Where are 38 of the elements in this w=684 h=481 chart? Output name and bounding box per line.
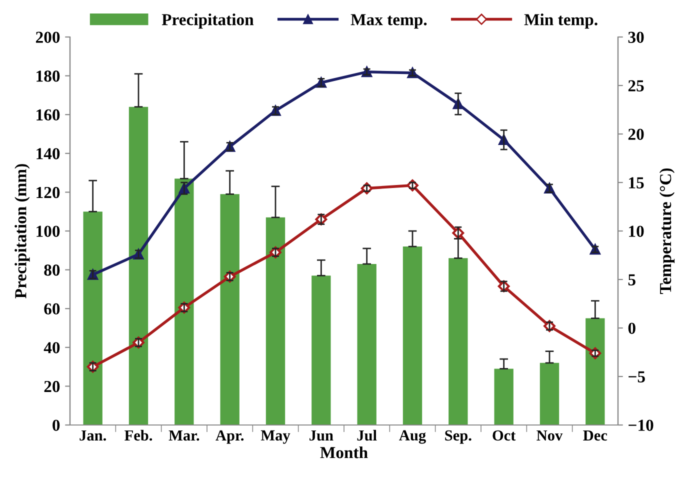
y2-tick-label: 30 (628, 32, 644, 43)
y2-tick-label: 15 (629, 177, 644, 188)
y2-tick-label: −5 (628, 371, 645, 382)
y-tick-label: 40 (44, 342, 60, 354)
y2-tick-label: 25 (628, 80, 644, 92)
x-tick-label: Nov (536, 430, 563, 441)
x-tick-label: Jun (310, 430, 334, 441)
x-tick-label: Mar. (168, 430, 200, 441)
y-tick-label: 80 (44, 264, 60, 276)
y-tick-label: 20 (44, 380, 60, 392)
legend-label: Max temp. (350, 14, 427, 29)
y-tick-label: 120 (36, 186, 60, 198)
y-axis-title: Precipitation (mm) (14, 164, 30, 298)
x-tick-label: Oct (492, 430, 516, 441)
x-tick-label: Jan. (80, 430, 106, 441)
x-tick-label: Dec (583, 430, 608, 441)
y-tick-label: 60 (44, 303, 60, 315)
y-tick-label: 200 (36, 32, 60, 43)
x-tick-label: Sep. (445, 430, 472, 444)
legend-label: Precipitation (162, 14, 254, 29)
y-tick-label: 140 (36, 148, 60, 160)
x-tick-label: May (260, 430, 290, 444)
x-tick-label: Apr. (216, 430, 244, 444)
y2-tick-label: 20 (628, 128, 644, 140)
x-tick-label: Aug (399, 430, 426, 444)
y-tick-label: 0 (52, 420, 60, 431)
x-axis-title: Month (320, 446, 368, 458)
x-tick-label: Feb. (124, 430, 152, 441)
x-tick-label: Jul (357, 430, 377, 441)
y2-axis-title: Temperature (°C) (659, 168, 675, 294)
y2-tick-label: 5 (628, 274, 636, 286)
y2-tick-label: −10 (628, 420, 654, 431)
y-tick-label: 160 (36, 109, 60, 121)
y-tick-label: 100 (36, 226, 60, 237)
y-tick-label: 180 (36, 70, 60, 82)
y2-tick-label: 10 (629, 226, 644, 237)
y2-tick-label: 0 (628, 322, 636, 334)
legend-label: Min temp. (524, 14, 598, 29)
